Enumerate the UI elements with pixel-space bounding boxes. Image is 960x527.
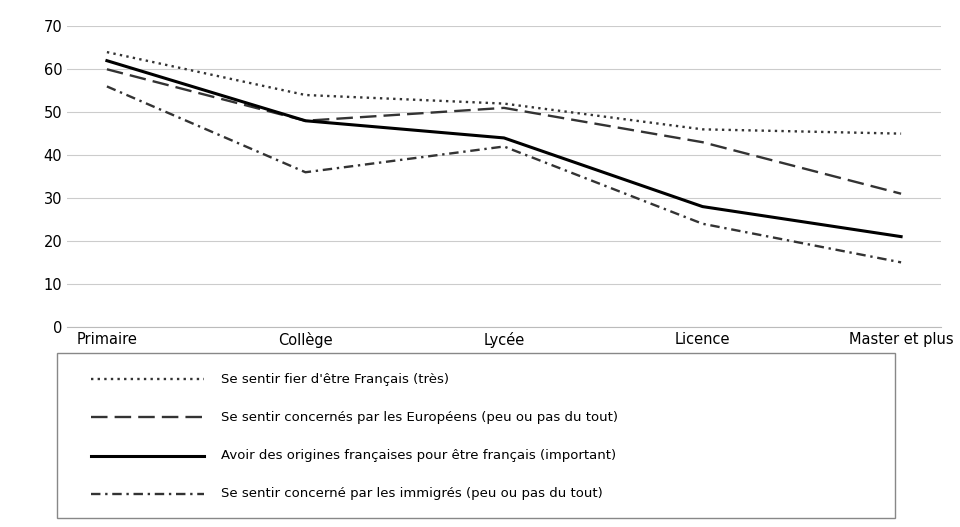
FancyBboxPatch shape (57, 353, 895, 518)
Text: Avoir des origines françaises pour être français (important): Avoir des origines françaises pour être … (221, 449, 616, 462)
Text: Se sentir concerné par les immigrés (peu ou pas du tout): Se sentir concerné par les immigrés (peu… (221, 487, 603, 501)
Text: Se sentir fier d'être Français (très): Se sentir fier d'être Français (très) (221, 373, 449, 386)
Text: Se sentir concernés par les Européens (peu ou pas du tout): Se sentir concernés par les Européens (p… (221, 411, 618, 424)
